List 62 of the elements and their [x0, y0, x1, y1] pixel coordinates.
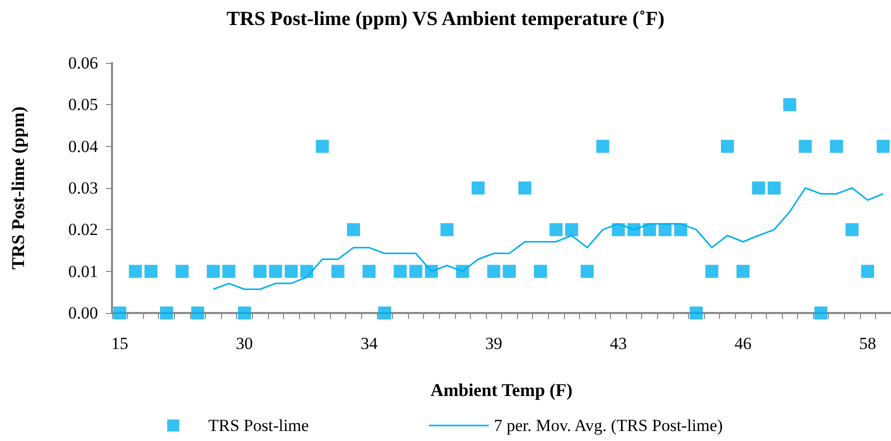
point [113, 306, 126, 320]
point [394, 264, 407, 278]
point [284, 264, 298, 278]
y-tick-label: 0.03 [68, 178, 98, 198]
point [798, 140, 812, 153]
legend-label: TRS Post-lime [208, 416, 309, 435]
point [518, 182, 532, 194]
y-tick-label: 0.04 [68, 136, 98, 156]
point [502, 264, 516, 278]
point [378, 306, 392, 320]
point [783, 98, 796, 112]
point [362, 264, 376, 278]
point [472, 182, 485, 194]
y-tick-label: 0.05 [68, 95, 98, 114]
point [222, 264, 236, 278]
point [254, 264, 267, 278]
x-tick-label: 39 [485, 334, 502, 353]
point [128, 264, 142, 278]
point [830, 140, 843, 153]
point [487, 264, 500, 278]
point [160, 306, 174, 320]
point [206, 264, 220, 278]
point [846, 223, 859, 236]
point [768, 182, 781, 194]
point [861, 264, 874, 278]
point [565, 223, 578, 236]
x-tick-label: 34 [360, 334, 378, 353]
point [269, 264, 282, 278]
point [690, 306, 703, 320]
point [580, 264, 594, 278]
x-tick-label: 15 [111, 334, 128, 353]
line-series [212, 187, 884, 290]
point [316, 140, 329, 153]
point [144, 264, 158, 278]
x-tick-label: 46 [734, 334, 752, 353]
point [550, 223, 563, 236]
point [814, 306, 828, 320]
point [331, 264, 344, 278]
y-tick-label: 0.01 [68, 262, 98, 281]
chart-title: TRS Post-lime (ppm) VS Ambient temperature (˚F) [226, 8, 665, 30]
point [736, 264, 750, 278]
y-tick-label: 0.00 [68, 304, 98, 322]
point [534, 264, 547, 278]
point [752, 182, 766, 194]
y-axis-title: TRS Post-lime (ppm) [8, 106, 28, 270]
y-tick-label: 0.02 [68, 220, 98, 240]
x-axis-title: Ambient Temp (F) [430, 380, 573, 400]
point [596, 140, 610, 153]
point [191, 306, 204, 320]
x-tick-label: 30 [236, 334, 253, 353]
y-tick-label: 0.06 [68, 54, 98, 72]
x-tick-label: 58 [859, 334, 876, 353]
point [440, 223, 454, 236]
legend-label: 7 per. Mov. Avg. (TRS Post-lime) [494, 416, 723, 435]
point [705, 264, 718, 278]
point [238, 306, 251, 320]
point [409, 264, 422, 278]
point [876, 140, 890, 153]
point [720, 140, 734, 153]
point [176, 264, 189, 278]
x-tick-label: 43 [610, 334, 627, 353]
point [346, 223, 360, 236]
